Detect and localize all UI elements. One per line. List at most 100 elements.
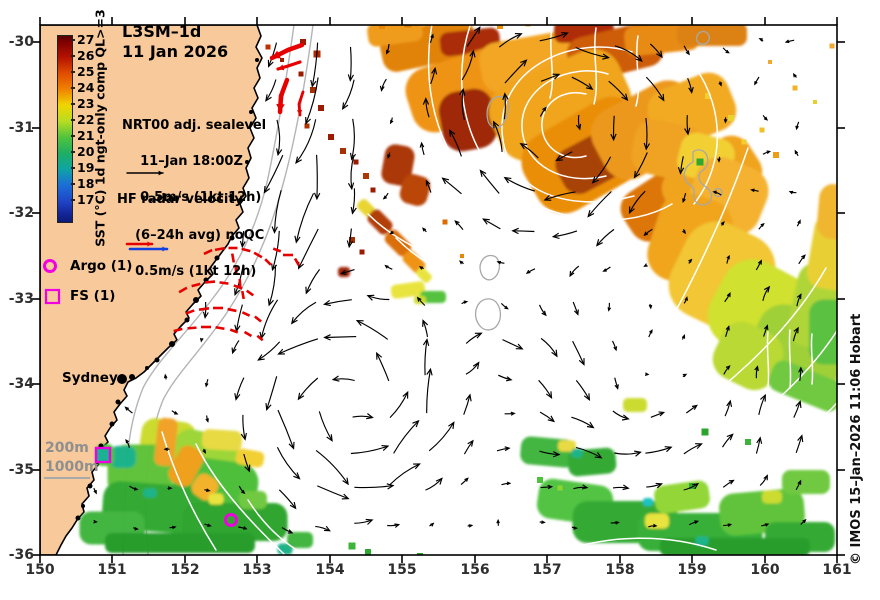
flow-arrow: [426, 368, 432, 414]
flow-arrow-head: [394, 523, 401, 528]
flow-arrow-head: [585, 83, 594, 91]
hf-radar-dash: [272, 247, 282, 253]
sst-patch: [399, 174, 431, 206]
sst-speckle: [353, 159, 359, 165]
flow-arrow: [504, 177, 535, 192]
sst-speckle: [442, 219, 448, 225]
white-ssh-contour: [501, 46, 635, 203]
flow-arrow: [683, 443, 702, 455]
flow-arrow-head: [796, 293, 802, 300]
hf-radar-dash: [178, 286, 188, 294]
flow-arrow-head: [342, 477, 349, 486]
sst-patch: [695, 536, 709, 546]
sst-patch: [105, 533, 255, 553]
sst-layer: [79, 25, 837, 555]
sst-patch: [239, 491, 267, 509]
hf-radar-vector-head: [278, 64, 285, 71]
flow-arrow: [575, 380, 590, 401]
sst-patch: [201, 429, 243, 451]
colorbar-tick: [71, 135, 75, 137]
flow-arrow-head: [510, 411, 516, 416]
bathymetry-1000m-label: 1000m: [45, 459, 99, 475]
flow-arrow-head: [685, 50, 690, 56]
flow-arrow-head: [547, 484, 554, 490]
sst-patch: [381, 144, 415, 186]
coastal-dot: [87, 483, 93, 489]
flow-arrow-head: [323, 525, 331, 532]
flow-arrow-head: [505, 376, 513, 382]
flow-arrow-head: [797, 219, 801, 224]
flow-arrow-head: [199, 337, 204, 343]
flow-arrow-head: [795, 400, 802, 408]
flow-arrow: [686, 115, 689, 135]
flow-arrow-head: [125, 438, 129, 444]
colorbar-tick: [71, 167, 75, 169]
flow-arrow-head: [754, 365, 759, 372]
flow-arrow-head: [331, 375, 340, 382]
white-ssh-contour: [427, 25, 527, 225]
flow-arrow-head: [763, 285, 771, 293]
flow-arrow-head: [658, 411, 666, 417]
flow-arrow-head: [257, 354, 265, 361]
flow-arrow-head: [793, 326, 799, 334]
coastal-dot: [245, 160, 249, 164]
flow-arrow-head: [422, 227, 427, 232]
flow-arrow-head: [425, 179, 431, 186]
flow-arrow-head: [763, 474, 768, 481]
colorbar-tick-label: 25: [77, 64, 95, 79]
flow-arrow-head: [750, 188, 755, 193]
flow-arrow-head: [234, 393, 241, 401]
flow-arrow: [235, 377, 245, 400]
flow-arrow-head: [467, 439, 474, 447]
flow-arrow-head: [561, 32, 569, 39]
flow-arrow: [612, 486, 629, 489]
flow-arrow-head: [614, 384, 619, 390]
flow-arrow: [350, 445, 389, 455]
flow-arrow-head: [602, 268, 607, 272]
colorbar-tick-label: 24: [77, 80, 95, 95]
sst-patch: [390, 281, 426, 299]
hf-radar-vector-head: [296, 109, 303, 115]
flow-arrow-head: [643, 263, 648, 267]
x-axis-tick-label: 152: [170, 562, 200, 578]
sst-speckle: [792, 85, 798, 91]
flow-arrow-head: [496, 518, 500, 524]
flow-arrow-head: [622, 484, 630, 491]
flow-arrow-head: [541, 310, 547, 317]
flow-arrow-head: [760, 393, 766, 402]
flow-arrow-head: [435, 477, 443, 485]
sst-speckle: [759, 127, 765, 133]
flow-arrow-head: [389, 230, 394, 235]
flow-arrow: [278, 489, 297, 509]
hf-radar-dash: [203, 248, 213, 256]
flow-arrow: [463, 394, 471, 415]
hf-radar-vector-head: [272, 50, 281, 59]
flow-arrow: [342, 79, 355, 110]
flow-arrow: [461, 89, 465, 121]
flow-arrow-head: [694, 520, 700, 524]
flow-arrow-head: [163, 447, 169, 452]
hf-radar-dash: [191, 282, 201, 288]
flow-arrow-head: [573, 309, 579, 316]
flow-arrow-head: [459, 87, 466, 96]
flow-arrow-head: [479, 169, 487, 177]
flow-arrow-head: [682, 198, 686, 204]
x-axis-tick-label: 153: [242, 562, 272, 578]
y-axis-tick-label: -34: [8, 376, 34, 392]
island-outline: [474, 298, 502, 331]
flow-arrow-head: [93, 519, 98, 524]
coastal-dot: [255, 58, 259, 62]
flow-arrow-head: [587, 210, 595, 218]
flow-arrow-head: [720, 221, 725, 226]
flow-arrow-head: [723, 119, 728, 124]
x-axis-tick-label: 156: [460, 562, 490, 578]
hf-radar-dash: [214, 246, 226, 252]
product-date: 11 Jan 2026: [122, 42, 229, 61]
flow-arrow-head: [239, 240, 246, 249]
sst-speckle: [696, 158, 704, 166]
flow-arrow-head: [382, 195, 387, 200]
sst-patch: [357, 199, 375, 217]
sst-patch: [768, 360, 837, 412]
flow-arrow: [376, 352, 390, 382]
flow-arrow-head: [402, 390, 409, 399]
